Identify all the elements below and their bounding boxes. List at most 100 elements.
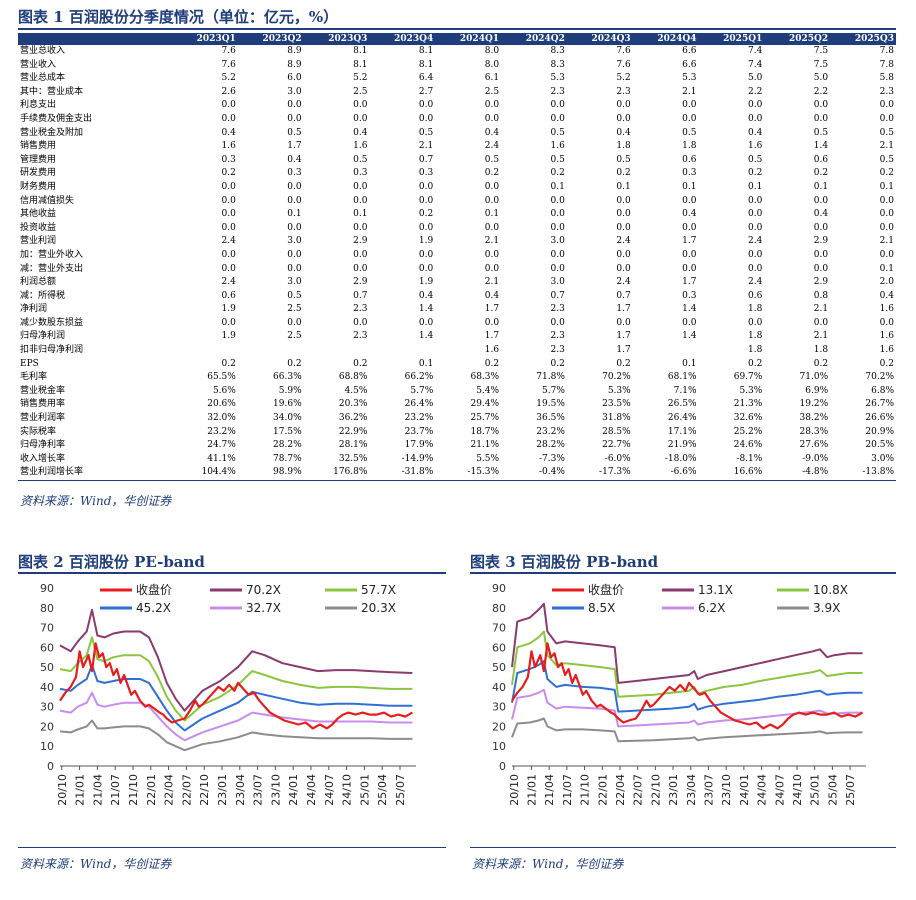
pb-title-rule <box>470 572 896 574</box>
cell-value: 0.0 <box>747 209 763 220</box>
cell-value <box>172 344 238 358</box>
table-row: 营业总成本 5.2 6.0 5.2 6.4 6.1 5.3 5.2 5.3 5.0 5.0 5.8 <box>18 72 896 86</box>
pe-ytick-label: 50 <box>40 661 54 674</box>
cell-value: 5.5% <box>476 453 500 464</box>
cell-value: -6.0% <box>604 453 631 464</box>
cell-value: 7.1% <box>673 385 697 396</box>
cell-value: 2.4 <box>747 236 763 247</box>
cell-value: 17.5% <box>273 426 302 437</box>
cell-value: 6.6 <box>682 46 697 56</box>
cell-value: 6.0 <box>287 73 302 84</box>
pb-xtick-label: 21/04 <box>543 774 556 806</box>
cell-value: 0.2 <box>747 358 763 369</box>
pb-ytick-label: 0 <box>499 760 506 773</box>
cell-value: 2.1 <box>484 277 500 288</box>
cell-value: 1.8 <box>747 345 763 356</box>
cell-value: 0.2 <box>616 358 631 369</box>
pb-series-line <box>511 717 863 743</box>
pe-series-line <box>59 642 413 730</box>
cell-value: 2.3 <box>879 86 894 97</box>
cell-value: 0.5 <box>879 127 894 138</box>
header-2024q4: 2024Q4 <box>632 33 699 45</box>
cell-value: -7.3% <box>538 453 565 464</box>
cell-value: 2.5 <box>484 86 500 97</box>
cell-value: 2.1 <box>813 331 829 342</box>
row-label: 其中：营业成本 <box>20 86 84 97</box>
pb-legend-label: 10.8X <box>813 583 848 597</box>
pe-xtick-label: 25/04 <box>376 774 389 806</box>
pb-xtick-label: 23/01 <box>667 774 680 806</box>
cell-value: 0.1 <box>682 358 697 369</box>
pe-ytick-label: 10 <box>40 740 54 753</box>
cell-value: 1.6 <box>879 345 894 356</box>
row-label: 毛利率 <box>20 372 48 383</box>
cell-value: 6.8% <box>871 385 894 396</box>
cell-value: 0.1 <box>418 358 434 369</box>
cell-value: 6.6 <box>682 59 697 70</box>
cell-value: 0.4 <box>682 209 697 220</box>
cell-value: 0.0 <box>616 100 631 111</box>
pb-xtick-label: 24/01 <box>738 774 751 806</box>
table-row: 营业利润 2.4 3.0 2.9 1.9 2.1 3.0 2.4 1.7 2.4 2.9 2.1 <box>18 235 896 249</box>
cell-value: 1.9 <box>418 277 434 288</box>
row-label: 营业利润增长率 <box>18 466 172 482</box>
pb-legend-label: 6.2X <box>698 601 725 615</box>
cell-value: 23.2% <box>207 426 236 437</box>
table-row: 营业税金及附加 0.4 0.5 0.4 0.5 0.4 0.5 0.4 0.5 0.4 0.5 0.5 <box>18 127 896 141</box>
cell-value: 0.4 <box>418 290 434 301</box>
cell-value: 0.0 <box>879 222 894 233</box>
cell-value: 0.6 <box>813 154 829 165</box>
table-row: EPS 0.2 0.2 0.2 0.1 0.2 0.2 0.2 0.1 0.2 0.2 0.2 <box>18 358 896 372</box>
cell-value: 1.4 <box>813 141 829 152</box>
pb-xtick-label: 20/10 <box>508 774 521 806</box>
cell-value: 1.4 <box>682 304 697 315</box>
row-label: 销售费用 <box>20 141 57 152</box>
pb-band-chart: 0 10 20 30 40 50 60 70 80 90 20/10 21/01 21/04 21/07 2… <box>492 582 866 806</box>
cell-value: 0.5 <box>550 154 565 165</box>
cell-value: 7.5 <box>813 59 829 70</box>
table-row: 信用减值损失 0.0 0.0 0.0 0.0 0.0 0.0 0.0 0.0 0.0 0.0 0.0 <box>18 195 896 209</box>
cell-value: 8.1 <box>418 46 434 56</box>
cell-value: 2.3 <box>550 86 565 97</box>
cell-value: 36.2% <box>338 413 368 424</box>
cell-value: 8.9 <box>287 59 302 70</box>
cell-value: 2.3 <box>550 345 565 356</box>
cell-value: -31.8% <box>369 466 436 482</box>
cell-value: 1.6 <box>879 304 894 315</box>
table-row: 其中：营业成本 2.6 3.0 2.5 2.7 2.5 2.3 2.3 2.1 2.2 2.2 2.3 <box>18 86 896 100</box>
pe-ytick-label: 20 <box>40 720 54 733</box>
cell-value: 0.4 <box>747 127 763 138</box>
table-row: 归母净利润 1.9 2.5 2.3 1.4 1.7 2.3 1.7 1.4 1.8 2.1 1.6 <box>18 330 896 344</box>
cell-value: 4.5% <box>344 385 368 396</box>
pe-legend-label: 32.7X <box>246 601 281 615</box>
cell-value: 20.9% <box>865 426 894 437</box>
cell-value: 21.3% <box>733 399 763 410</box>
table-row: 营业收入 7.6 8.9 8.1 8.1 8.0 8.3 7.6 6.6 7.4 7.5 7.8 <box>18 59 896 73</box>
cell-value: 0.0 <box>484 113 500 124</box>
pb-xtick-label: 25/01 <box>809 774 822 806</box>
cell-value: 2.5 <box>287 331 302 342</box>
cell-value: 0.5 <box>418 127 434 138</box>
cell-value: 0.2 <box>813 358 829 369</box>
cell-value: 5.7% <box>542 385 565 396</box>
cell-value: 2.7 <box>418 86 434 97</box>
cell-value: 0.0 <box>484 195 500 206</box>
cell-value: 2.4 <box>616 277 631 288</box>
cell-value: 0.2 <box>550 358 565 369</box>
pb-ytick-label: 60 <box>492 641 506 654</box>
row-label: 减少数股东损益 <box>20 317 84 328</box>
cell-value: 0.0 <box>682 100 697 111</box>
table-row: 营业总收入 7.6 8.9 8.1 8.1 8.0 8.3 7.6 6.6 7.4 7.5 7.8 <box>18 45 896 59</box>
cell-value: 21.9% <box>667 440 697 451</box>
cell-value: 5.2 <box>353 73 368 84</box>
cell-value: 2.3 <box>353 331 368 342</box>
cell-value: 0.3 <box>287 168 302 179</box>
cell-value: 70.2% <box>865 372 894 383</box>
cell-value: 5.8 <box>879 73 894 84</box>
table-row: 扣非归母净利润 1.6 2.3 1.7 1.8 1.8 1.6 <box>18 344 896 358</box>
cell-value: 0.0 <box>221 113 236 124</box>
table-header-row: 2023Q1 2023Q2 2023Q3 2023Q4 2024Q1 2024Q2 2024… <box>18 33 896 45</box>
pb-xtick-label: 21/07 <box>561 774 574 806</box>
cell-value: 1.7 <box>484 304 500 315</box>
pe-ytick-label: 90 <box>40 582 54 595</box>
